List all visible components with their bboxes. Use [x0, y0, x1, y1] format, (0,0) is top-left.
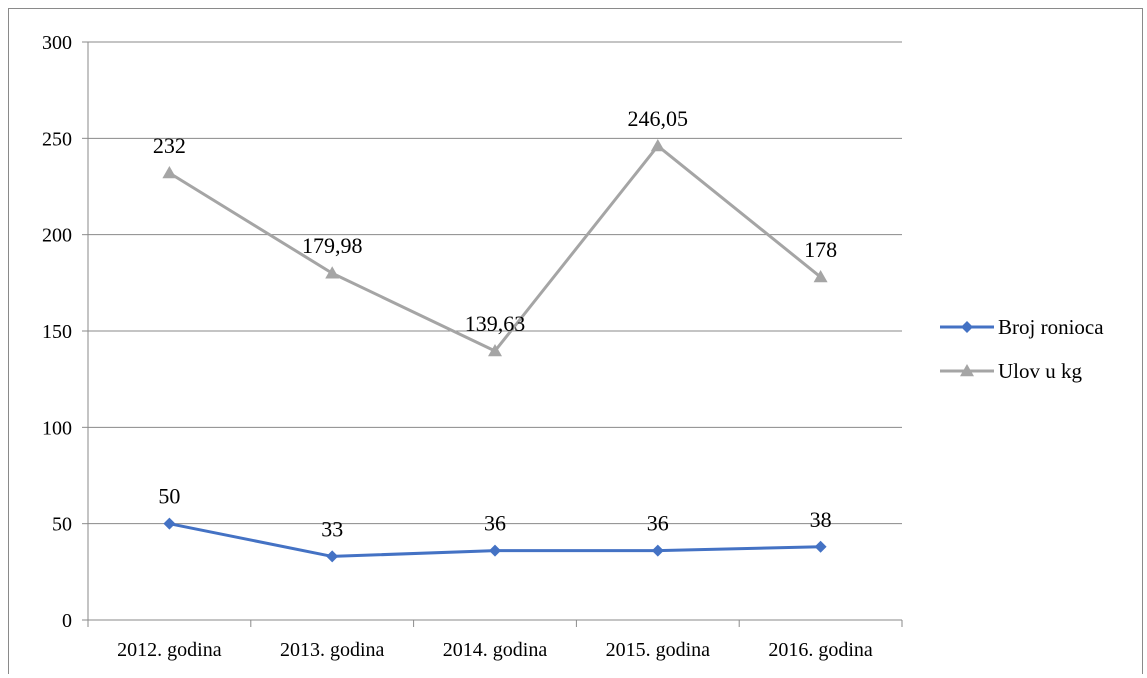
data-label: 36 — [484, 511, 506, 536]
x-tick-label: 2014. godina — [443, 639, 548, 661]
y-tick-label: 100 — [42, 417, 72, 439]
data-label: 139,63 — [465, 311, 526, 336]
y-tick-label: 50 — [52, 514, 72, 536]
data-label: 232 — [153, 133, 186, 158]
legend-marker — [960, 364, 974, 377]
legend-label: Broj ronioca — [998, 315, 1104, 339]
gridlines — [88, 41, 902, 525]
data-point — [162, 166, 177, 179]
data-point — [814, 540, 827, 553]
data-label: 179,98 — [302, 233, 363, 258]
data-label: 38 — [810, 507, 832, 532]
x-tick-label: 2015. godina — [606, 639, 711, 661]
data-point — [489, 544, 501, 557]
chart-frame — [8, 8, 1143, 674]
data-point — [650, 138, 665, 152]
data-point — [813, 270, 828, 283]
data-label: 50 — [158, 484, 180, 509]
legend-marker — [961, 321, 973, 333]
series-layer — [162, 138, 828, 563]
legend: Broj ronioca Ulov u kg — [940, 315, 1104, 383]
data-label: 178 — [804, 237, 837, 262]
legend-label: Ulov u kg — [998, 359, 1083, 383]
data-point — [163, 517, 176, 530]
data-label: 36 — [647, 511, 669, 536]
data-point — [326, 550, 339, 563]
data-point — [488, 343, 502, 357]
data-label: 246,05 — [628, 106, 689, 131]
x-tick-label: 2012. godina — [117, 639, 222, 661]
data-label: 33 — [321, 516, 343, 541]
data-point — [651, 544, 664, 557]
y-tick-label: 250 — [42, 128, 72, 150]
y-tick-label: 200 — [42, 225, 72, 247]
y-tick-label: 0 — [62, 610, 72, 632]
data-point — [325, 266, 340, 279]
axes: 0 50 100 150 200 250 300 2012. godina 2013. godi… — [42, 32, 903, 661]
x-tick-label: 2016. godina — [768, 639, 873, 661]
y-tick-label: 150 — [42, 321, 72, 343]
x-tick-label: 2013. godina — [280, 639, 385, 661]
data-labels: 50 33 36 36 38 232 179,98 139,63 246,05 178 — [153, 106, 837, 541]
y-tick-label: 300 — [42, 32, 72, 54]
